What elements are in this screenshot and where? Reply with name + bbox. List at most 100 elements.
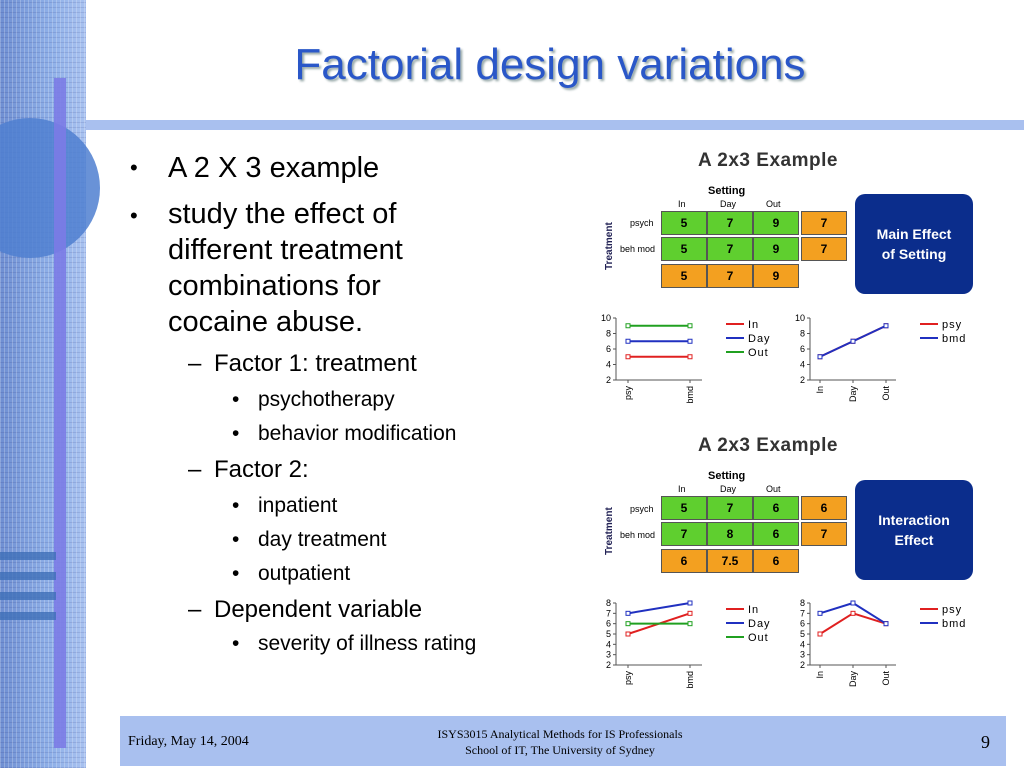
table-cell: 7 — [661, 522, 707, 546]
effect-label-2: Effect — [894, 532, 934, 548]
effect-label-2: of Setting — [881, 246, 947, 262]
interaction-effect-box: Interaction Effect — [855, 480, 973, 580]
table-cell: 8 — [707, 522, 753, 546]
factor-2-level-3: outpatient — [258, 562, 351, 585]
col-label: In — [678, 199, 686, 209]
bullet-mark: • — [232, 422, 240, 445]
x-tick-label: psy — [623, 386, 633, 401]
factor-2-level-1: inpatient — [258, 494, 338, 517]
col-label: In — [678, 484, 686, 494]
data-point — [625, 354, 631, 360]
legend-label: bmd — [942, 618, 966, 630]
y-tick-label: 6 — [800, 344, 805, 354]
table-cell: 9 — [753, 237, 799, 261]
y-tick-label: 8 — [800, 329, 805, 339]
table-cell: 7 — [707, 237, 753, 261]
y-tick-label: 2 — [606, 375, 611, 385]
bullet-mark: • — [232, 388, 240, 411]
dash-mark: – — [188, 596, 202, 623]
col-mean-cell: 6 — [661, 549, 707, 573]
data-point — [687, 621, 693, 627]
y-tick-label: 4 — [606, 360, 611, 370]
data-point — [850, 338, 856, 344]
y-tick-label: 3 — [606, 650, 611, 660]
sidebar-disc — [0, 118, 100, 258]
x-tick-label: psy — [623, 671, 633, 686]
y-tick-label: 2 — [800, 375, 805, 385]
setting-label: Setting — [708, 185, 746, 197]
table-cell: 5 — [661, 496, 707, 520]
y-tick-label: 7 — [800, 608, 805, 618]
row-mean-cell: 7 — [801, 522, 847, 546]
data-point — [883, 323, 889, 329]
y-tick-label: 8 — [606, 598, 611, 608]
footer-school: School of IT, The University of Sydney — [465, 743, 655, 757]
table-cell: 5 — [661, 237, 707, 261]
data-point — [850, 600, 856, 606]
y-tick-label: 6 — [800, 619, 805, 629]
data-point — [817, 354, 823, 360]
legend-label: bmd — [942, 333, 966, 345]
y-tick-label: 5 — [800, 629, 805, 639]
bullet-mark: • — [232, 494, 240, 517]
x-tick-label: In — [815, 671, 825, 679]
dependent-variable: Dependent variable — [214, 596, 423, 623]
y-tick-label: 4 — [800, 639, 805, 649]
col-label: Out — [766, 199, 781, 209]
factor-1-level-1: psychotherapy — [258, 388, 395, 411]
y-tick-label: 8 — [800, 598, 805, 608]
x-tick-label: Out — [881, 671, 891, 686]
sidebar-blocks — [0, 540, 56, 632]
data-point — [850, 610, 856, 616]
y-tick-label: 7 — [606, 608, 611, 618]
main-effect-box: Main Effect of Setting — [855, 194, 973, 294]
legend-label: Out — [748, 347, 769, 359]
y-tick-label: 10 — [601, 313, 611, 323]
col-mean-cell: 9 — [753, 264, 799, 288]
data-point — [687, 354, 693, 360]
x-tick-label: bmd — [685, 671, 695, 689]
row-mean-cell: 6 — [801, 496, 847, 520]
table-cell: 6 — [753, 522, 799, 546]
col-mean-cell: 7.5 — [707, 549, 753, 573]
row-label: beh mod — [620, 530, 656, 540]
data-point — [625, 610, 631, 616]
legend-label: In — [748, 604, 759, 616]
example-2-title: A 2x3 Example — [698, 435, 838, 456]
data-point — [817, 610, 823, 616]
bullet-mark: • — [232, 528, 240, 551]
series-line — [627, 602, 691, 615]
bullet-2: study the effect of different treatment … — [168, 198, 403, 338]
data-point — [625, 323, 631, 329]
y-tick-label: 6 — [606, 344, 611, 354]
factor-2-level-2: day treatment — [258, 528, 387, 551]
y-tick-label: 10 — [795, 313, 805, 323]
footer-date: Friday, May 14, 2004 — [128, 734, 249, 749]
data-point — [817, 631, 823, 637]
row-label: psych — [630, 504, 654, 514]
y-tick-label: 6 — [606, 619, 611, 629]
bullet-mark: • — [130, 203, 138, 228]
data-point — [625, 631, 631, 637]
data-point — [625, 338, 631, 344]
y-tick-label: 4 — [800, 360, 805, 370]
x-tick-label: bmd — [685, 386, 695, 404]
y-tick-label: 2 — [800, 660, 805, 670]
sidebar-decoration — [0, 0, 100, 768]
treatment-label: Treatment — [604, 222, 615, 270]
row-label: beh mod — [620, 244, 656, 254]
col-label: Day — [720, 484, 737, 494]
y-tick-label: 5 — [606, 629, 611, 639]
sidebar-bar — [54, 78, 66, 748]
factor-1-level-2: behavior modification — [258, 422, 457, 445]
row-mean-cell: 7 — [801, 237, 847, 261]
col-label: Day — [720, 199, 737, 209]
legend-label: Out — [748, 632, 769, 644]
effect-label-1: Main Effect — [876, 226, 952, 242]
col-mean-cell: 6 — [753, 549, 799, 573]
table-cell: 9 — [753, 211, 799, 235]
slide-title: Factorial design variations — [294, 40, 806, 89]
dash-mark: – — [188, 350, 202, 377]
